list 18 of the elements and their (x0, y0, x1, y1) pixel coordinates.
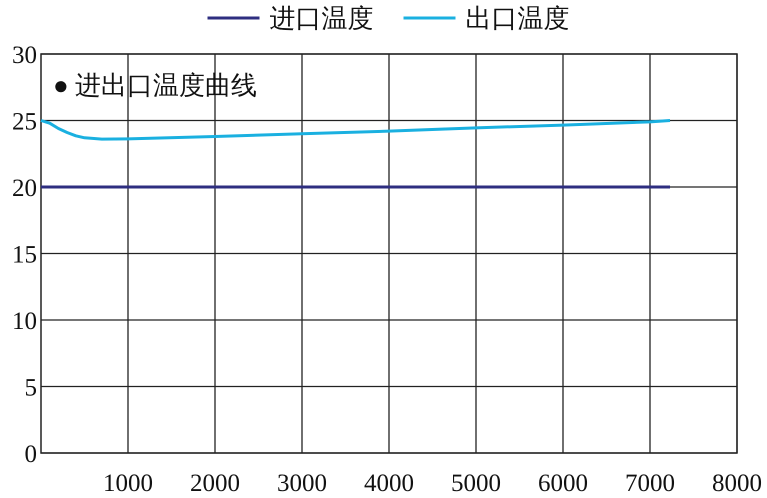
x-tick-label: 5000 (451, 470, 501, 497)
x-tick-label: 2000 (190, 470, 240, 497)
line-series (40, 119, 672, 141)
y-tick-label: 30 (12, 42, 37, 69)
x-tick-label: 6000 (538, 470, 588, 497)
x-tick-label: 8000 (712, 470, 762, 497)
y-tick-label: 15 (12, 242, 37, 268)
x-tick-label: 3000 (277, 470, 327, 497)
y-tick-label: 10 (12, 308, 37, 335)
x-tick-label: 7000 (625, 470, 675, 497)
y-tick-label: 5 (24, 374, 37, 402)
x-tick-label: 1000 (103, 470, 153, 497)
legend-label: 进口温度 (270, 4, 374, 33)
y-tick-label: 25 (12, 108, 37, 136)
x-tick-label: 4000 (364, 470, 414, 497)
y-tick-label: 0 (24, 441, 37, 468)
y-tick-label: 20 (12, 175, 37, 202)
legend-label: 出口温度 (466, 4, 570, 33)
